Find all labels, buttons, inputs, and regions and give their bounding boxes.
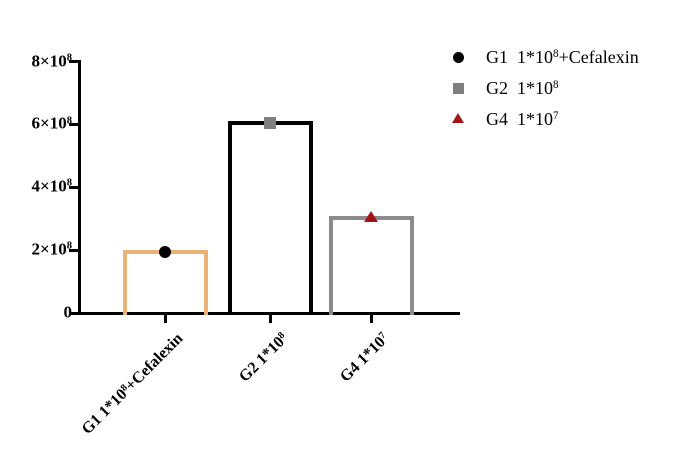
x-tick-label: G2 1*108 bbox=[236, 330, 292, 386]
bar-1 bbox=[122, 250, 208, 315]
x-tick bbox=[268, 315, 272, 323]
legend-item: G2 1*108 bbox=[446, 77, 639, 99]
legend-label: G1 1*108+Cefalexin bbox=[486, 48, 639, 66]
label-text: 8×10 bbox=[31, 50, 67, 70]
label-text: G2 1*10 bbox=[235, 333, 288, 386]
bar-2 bbox=[227, 121, 313, 315]
x-tick bbox=[163, 315, 167, 323]
superscript: 8 bbox=[553, 78, 559, 91]
y-tick-label: 2×108 bbox=[0, 240, 72, 258]
legend-label: G4 1*107 bbox=[486, 110, 559, 128]
y-tick-label: 0 bbox=[0, 302, 73, 322]
superscript: 8 bbox=[553, 47, 559, 60]
label-text: 2×10 bbox=[31, 239, 67, 259]
x-tick-label: G1 1*108+Cefalexin bbox=[78, 330, 186, 438]
y-tick bbox=[69, 248, 78, 252]
legend: G1 1*108+Cefalexin G2 1*108 G4 1*107 bbox=[446, 46, 639, 139]
y-tick-label: 6×108 bbox=[0, 115, 72, 133]
legend-marker-box bbox=[446, 46, 470, 68]
superscript: 8 bbox=[66, 52, 72, 64]
label-text: G1 1*10 bbox=[486, 46, 553, 67]
label-text: 4×10 bbox=[31, 176, 67, 196]
superscript: 7 bbox=[553, 109, 559, 122]
legend-item: G1 1*108+Cefalexin bbox=[446, 46, 639, 68]
legend-marker-box bbox=[446, 77, 470, 99]
legend-triangle-icon bbox=[452, 113, 464, 123]
y-tick bbox=[69, 60, 78, 63]
x-tick-label: G4 1*107 bbox=[337, 330, 393, 386]
legend-item: G4 1*107 bbox=[446, 108, 639, 130]
legend-marker-box bbox=[446, 108, 470, 130]
y-tick bbox=[69, 122, 78, 126]
superscript: 8 bbox=[66, 240, 72, 252]
legend-circle-icon bbox=[452, 51, 464, 63]
y-tick-label: 4×108 bbox=[0, 178, 72, 196]
y-tick bbox=[69, 311, 78, 315]
bar-3 bbox=[328, 215, 414, 315]
label-text: G4 1*10 bbox=[486, 108, 553, 129]
label-text: 6×10 bbox=[31, 113, 67, 133]
square-marker bbox=[264, 117, 276, 130]
superscript: 8 bbox=[66, 177, 72, 189]
label-text: G4 1*10 bbox=[336, 333, 389, 386]
label-text: +Cefalexin bbox=[121, 330, 187, 395]
y-axis-line bbox=[78, 60, 81, 315]
triangle-marker bbox=[364, 211, 378, 223]
superscript: 8 bbox=[66, 114, 72, 126]
label-text: 0 bbox=[63, 302, 73, 322]
label-text: +Cefalexin bbox=[558, 46, 639, 67]
label-text: G1 1*10 bbox=[78, 385, 131, 438]
x-axis-line bbox=[78, 312, 460, 315]
legend-label: G2 1*108 bbox=[486, 79, 559, 97]
y-tick-label: 8×108 bbox=[0, 52, 72, 70]
x-tick bbox=[369, 315, 373, 323]
legend-square-icon bbox=[452, 82, 464, 94]
y-tick bbox=[69, 185, 78, 189]
label-text: G2 1*10 bbox=[486, 77, 553, 98]
circle-marker bbox=[159, 246, 171, 259]
